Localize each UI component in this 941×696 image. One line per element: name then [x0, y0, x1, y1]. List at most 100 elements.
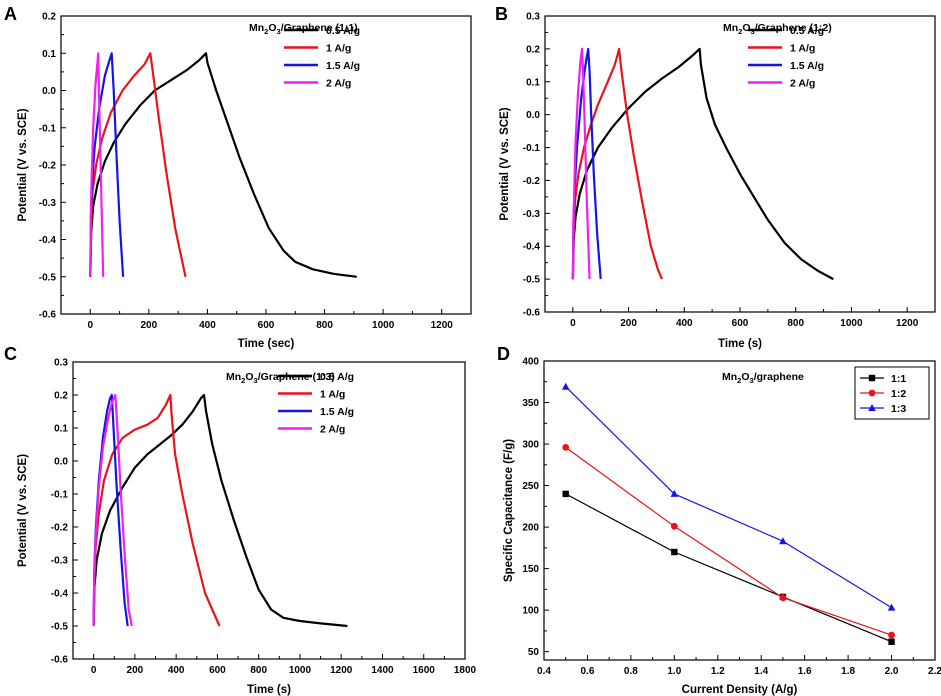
data-point-1-1 [562, 490, 569, 498]
series-line-2-a-g [92, 393, 133, 627]
series-line-0-5-a-g [89, 52, 357, 278]
series-line-2-a-g [89, 52, 105, 277]
legend-label: 2 A/g [790, 78, 815, 90]
x-tick-label: 0 [570, 318, 576, 329]
sample-label-subscript: 2 [241, 376, 245, 385]
sample-label-subscript: 3 [751, 27, 755, 36]
data-point-1-3 [670, 489, 679, 497]
y-tick-label: 0.0 [42, 86, 56, 97]
y-tick-label: -0.6 [51, 655, 69, 666]
x-tick-label: 1000 [372, 320, 395, 331]
panel-letter: D [497, 344, 510, 364]
x-tick-label: 0 [91, 665, 97, 676]
panel-d: D 0.4 0.6 0.8 1.0 1.2 1.4 1.6 1.8 2.0 2.2 50 100 150 2… [497, 344, 941, 696]
data-point-1-1 [888, 638, 895, 645]
data-point-1-3 [561, 382, 570, 390]
y-tick-label: -0.2 [39, 161, 57, 172]
y-tick-label: 0.1 [526, 77, 540, 88]
y-axis-title: Potential (V vs. SCE) [17, 454, 29, 567]
data-point-1-3 [887, 603, 896, 611]
plot-area [571, 47, 834, 281]
y-tick-label: 100 [522, 606, 539, 617]
y-tick-label: 0.0 [526, 110, 540, 121]
legend: 1:1 1:2 1:3 [854, 366, 930, 420]
x-tick-label: 1.8 [841, 666, 855, 677]
panel-letter: B [495, 4, 508, 24]
plot-area [561, 382, 896, 645]
y-tick-label: -0.2 [523, 176, 541, 187]
y-tick-label: -0.1 [39, 123, 57, 134]
y-tick-label: 0.3 [54, 358, 68, 369]
x-tick-label: 0.4 [537, 666, 551, 677]
legend-label: 1 A/g [790, 43, 815, 55]
y-tick-label: -0.3 [523, 209, 541, 220]
sample-label-part: O [245, 371, 253, 383]
y-tick-label: 50 [528, 647, 540, 658]
y-tick-label: 0.0 [54, 457, 68, 468]
y-tick-label: 0.2 [54, 391, 68, 402]
legend-label: 1:1 [891, 373, 906, 385]
y-tick-label: -0.2 [51, 523, 69, 534]
x-tick-label: 0 [88, 320, 94, 331]
y-axis-title: Specific Capacitance (F/g) [503, 439, 515, 582]
x-tick-label: 800 [250, 665, 267, 676]
x-tick-label: 200 [620, 318, 637, 329]
y-axis-title: Potential (V vs. SCE) [17, 108, 29, 221]
y-tick-label: 0.2 [42, 12, 56, 23]
legend-label: 2 A/g [326, 78, 351, 90]
series-line-1-a-g [89, 52, 187, 278]
panel-letter: C [4, 344, 17, 364]
data-point-1-1 [671, 548, 678, 556]
legend: 0.5 A/g 1 A/g 1.5 A/g 2 A/g [278, 371, 354, 436]
y-tick-label: 0.2 [526, 44, 540, 55]
plot-area [92, 393, 348, 628]
x-tick-label: 800 [787, 318, 804, 329]
y-tick-label: -0.6 [39, 310, 57, 321]
y-axis-title: Potential (V vs. SCE) [499, 107, 511, 220]
data-point-1-2 [779, 594, 787, 602]
x-tick-label: 1200 [431, 320, 454, 331]
sample-label-subscript: 2 [264, 27, 268, 36]
y-tick-label: -0.4 [523, 242, 541, 253]
data-point-1-2 [562, 443, 570, 451]
panel-letter: A [4, 4, 17, 24]
plot-area [89, 52, 357, 278]
legend-label: 1 A/g [326, 43, 351, 55]
sample-label-part: O [268, 22, 276, 34]
y-tick-label: -0.6 [523, 308, 541, 319]
x-tick-label: 1000 [289, 665, 312, 676]
y-tick-label: -0.5 [523, 275, 541, 286]
y-tick-label: -0.4 [39, 235, 57, 246]
y-tick-label: 150 [522, 564, 539, 575]
data-point-1-2 [888, 631, 895, 639]
sample-label: Mn2O3/graphene [722, 371, 804, 385]
x-tick-label: 1600 [413, 665, 436, 676]
series-line-1-a-g [571, 47, 664, 280]
series-line-2-a-g [571, 47, 591, 280]
data-point-1-3 [779, 537, 787, 545]
legend: 0.5 A/g 1 A/g 1.5 A/g 2 A/g [748, 25, 824, 90]
y-tick-label: -0.3 [39, 198, 57, 209]
x-tick-label: 0.6 [580, 666, 594, 677]
legend-label: 1.5 A/g [326, 60, 360, 72]
x-axis-title: Current Density (A/g) [682, 684, 798, 696]
x-tick-label: 200 [127, 665, 144, 676]
x-tick-label: 400 [168, 665, 185, 676]
y-tick-label: 250 [522, 481, 539, 492]
series-line-1-2 [565, 446, 892, 636]
legend: 0.5 A/g 1 A/g 1.5 A/g 2 A/g [284, 25, 360, 90]
x-tick-label: 200 [141, 320, 158, 331]
series-line-1-1 [565, 493, 892, 643]
series-line-0-5-a-g [92, 393, 348, 628]
plot-frame [544, 15, 936, 313]
x-tick-label: 1.2 [711, 666, 725, 677]
legend-marker-1-1 [868, 374, 876, 382]
sample-label-part: Mn [723, 22, 738, 34]
x-tick-label: 1000 [840, 318, 863, 329]
x-tick-label: 1800 [454, 665, 477, 676]
x-tick-label: 1.4 [754, 666, 768, 677]
y-tick-label: 300 [522, 440, 539, 451]
sample-label-subscript: 3 [277, 27, 281, 36]
x-tick-label: 1.0 [667, 666, 681, 677]
series-line-1-a-g [92, 393, 221, 627]
